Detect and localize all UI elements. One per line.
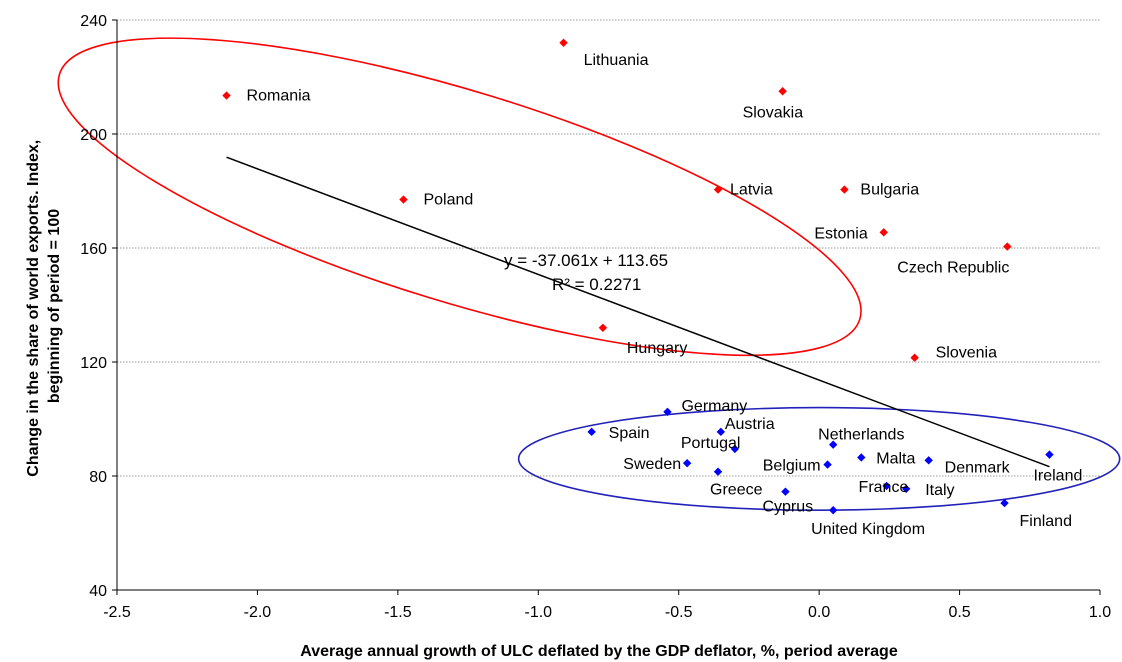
y-axis-title-line-1: Change in the share of world exports. In… (25, 140, 42, 477)
point-sweden (682, 458, 692, 468)
gridlines (117, 19, 1100, 477)
cluster-ellipses (57, 37, 1121, 512)
x-tick-label: 0.5 (948, 604, 970, 621)
point-united-kingdom (828, 506, 838, 515)
point-estonia (879, 228, 888, 237)
point-label-ireland: Ireland (1033, 468, 1082, 485)
point-poland (399, 195, 408, 204)
axes: 40 80 120 160 200 240 -2.5 -2.0 -1.5 -1.0 -0.5 0.0 0… (80, 13, 1111, 621)
point-label-italy: Italy (925, 482, 954, 499)
x-tick-label: -2.5 (103, 604, 131, 621)
point-czech-republic (1003, 242, 1012, 251)
y-tick-label: 80 (89, 469, 107, 486)
point-romania (222, 91, 231, 100)
point-austria (716, 427, 726, 437)
point-label-bulgaria: Bulgaria (860, 182, 919, 199)
point-spain (587, 427, 596, 437)
point-label-finland: Finland (1020, 513, 1072, 530)
point-netherlands (828, 440, 838, 449)
point-label-estonia: Estonia (814, 225, 867, 242)
y-tick-label: 240 (80, 13, 107, 30)
point-label-germany: Germany (681, 398, 747, 415)
point-cyprus (781, 487, 790, 496)
point-slovenia (910, 353, 919, 362)
point-hungary (598, 323, 608, 332)
y-axis-title: Change in the share of world exports. In… (25, 135, 63, 476)
point-france (882, 481, 891, 491)
point-label-portugal: Portugal (681, 435, 741, 452)
point-portugal (730, 444, 740, 454)
point-label-united-kingdom: United Kingdom (811, 521, 925, 538)
point-label-lithuania: Lithuania (584, 52, 649, 69)
x-tick-label: -1.0 (524, 604, 552, 621)
trendline (226, 156, 1050, 468)
point-germany (663, 407, 672, 417)
point-ireland (1045, 450, 1054, 459)
point-label-poland: Poland (423, 192, 473, 209)
point-label-slovenia: Slovenia (936, 345, 997, 362)
point-label-belgium: Belgium (763, 458, 821, 475)
point-italy (902, 484, 911, 494)
data-points (222, 38, 1054, 515)
point-greece (713, 467, 723, 476)
point-latvia (713, 185, 723, 194)
x-tick-label: 1.0 (1089, 604, 1111, 621)
x-tick-label: -2.0 (244, 604, 272, 621)
point-slovakia (778, 87, 787, 96)
point-label-france: France (859, 479, 909, 496)
x-axis-title: Average annual growth of ULC deflated by… (300, 643, 898, 660)
point-label-latvia: Latvia (730, 182, 773, 199)
point-label-slovakia: Slovakia (743, 104, 804, 121)
point-labels: Romania Lithuania Slovakia Poland Latvia Bulg… (247, 52, 1083, 538)
y-axis-title-line-2: beginning of period = 100 (46, 209, 63, 403)
red-cluster-ellipse (57, 37, 862, 357)
point-label-czech-republic: Czech Republic (897, 260, 1009, 277)
point-label-greece: Greece (710, 482, 763, 499)
point-bulgaria (840, 185, 849, 194)
y-tick-label: 120 (80, 355, 107, 372)
point-label-netherlands: Netherlands (818, 427, 904, 444)
y-tick-label: 160 (80, 241, 107, 258)
point-label-austria: Austria (725, 416, 775, 433)
point-lithuania (559, 38, 568, 47)
point-label-malta: Malta (876, 450, 915, 467)
trendline-group (226, 156, 1050, 468)
trendline-equation: y = -37.061x + 113.65 (504, 251, 668, 270)
point-finland (1000, 498, 1009, 508)
x-tick-label: -0.5 (665, 604, 693, 621)
point-malta (857, 453, 866, 462)
point-label-spain: Spain (609, 425, 650, 442)
point-label-sweden: Sweden (623, 456, 681, 473)
trendline-r-squared: R² = 0.2271 (552, 275, 641, 294)
x-tick-label: -1.5 (384, 604, 412, 621)
point-label-hungary: Hungary (627, 340, 687, 357)
point-belgium (823, 460, 832, 469)
blue-cluster-ellipse (517, 406, 1121, 512)
y-tick-label: 40 (89, 583, 107, 600)
point-label-denmark: Denmark (945, 459, 1011, 476)
point-label-romania: Romania (247, 88, 311, 105)
y-tick-label: 200 (80, 127, 107, 144)
point-denmark (924, 456, 933, 465)
point-label-cyprus: Cyprus (762, 499, 813, 516)
x-tick-label: 0.0 (808, 604, 830, 621)
